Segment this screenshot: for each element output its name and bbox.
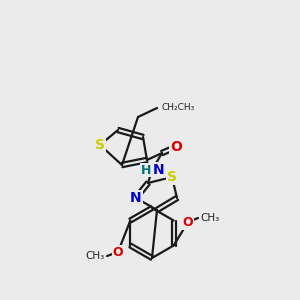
Text: O: O <box>170 140 182 154</box>
Text: N: N <box>153 163 165 177</box>
Text: N: N <box>130 191 142 205</box>
Text: CH₃: CH₃ <box>86 251 105 261</box>
Text: O: O <box>183 215 193 229</box>
Text: S: S <box>167 170 177 184</box>
Text: O: O <box>113 245 123 259</box>
Text: CH₂CH₃: CH₂CH₃ <box>161 103 194 112</box>
Text: S: S <box>95 138 105 152</box>
Text: CH₃: CH₃ <box>200 213 219 223</box>
Text: H: H <box>141 164 151 176</box>
